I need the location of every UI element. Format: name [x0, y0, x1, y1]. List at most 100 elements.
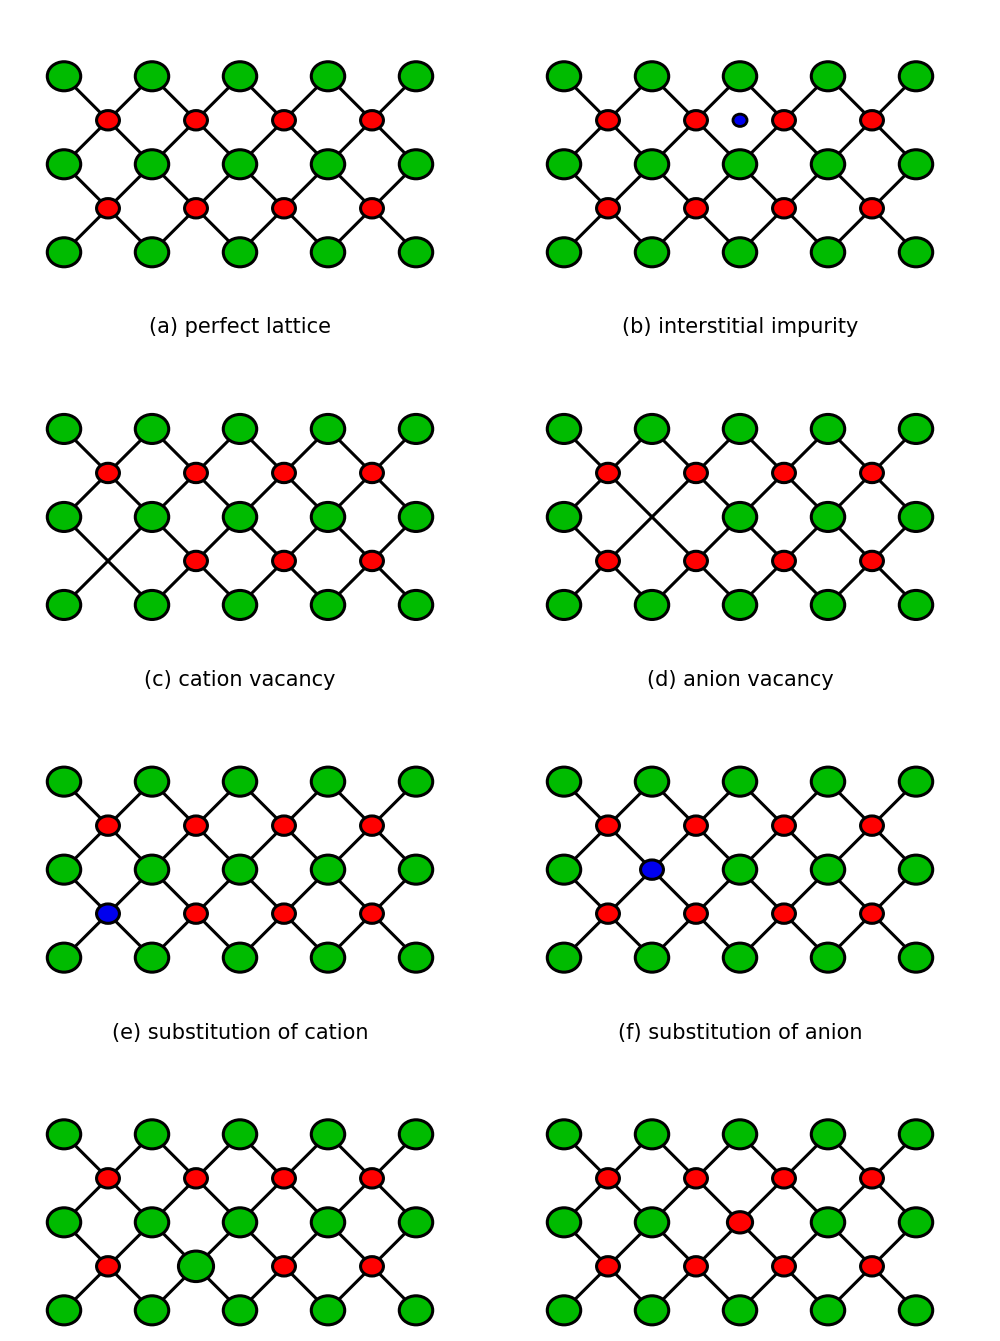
Ellipse shape	[635, 1295, 669, 1325]
Ellipse shape	[811, 943, 845, 972]
Ellipse shape	[223, 856, 257, 884]
Ellipse shape	[635, 62, 669, 91]
Ellipse shape	[547, 414, 581, 444]
Ellipse shape	[97, 110, 119, 130]
Ellipse shape	[311, 503, 345, 531]
Ellipse shape	[178, 1251, 214, 1282]
Ellipse shape	[547, 767, 581, 797]
Ellipse shape	[547, 590, 581, 620]
Ellipse shape	[135, 1208, 169, 1236]
Text: (b) interstitial impurity: (b) interstitial impurity	[622, 318, 858, 337]
Ellipse shape	[773, 1257, 795, 1277]
Ellipse shape	[685, 1257, 707, 1277]
Ellipse shape	[723, 62, 757, 91]
Ellipse shape	[47, 1120, 81, 1149]
Ellipse shape	[685, 1168, 707, 1188]
Ellipse shape	[135, 62, 169, 91]
Ellipse shape	[547, 943, 581, 972]
Ellipse shape	[47, 237, 81, 267]
Ellipse shape	[811, 1208, 845, 1236]
Ellipse shape	[223, 150, 257, 178]
Ellipse shape	[135, 237, 169, 267]
Text: (c) cation vacancy: (c) cation vacancy	[144, 670, 336, 689]
Ellipse shape	[723, 414, 757, 444]
Ellipse shape	[635, 943, 669, 972]
Ellipse shape	[47, 1295, 81, 1325]
Ellipse shape	[135, 856, 169, 884]
Ellipse shape	[399, 1208, 433, 1236]
Ellipse shape	[723, 590, 757, 620]
Ellipse shape	[399, 943, 433, 972]
Ellipse shape	[273, 198, 295, 219]
Ellipse shape	[135, 1295, 169, 1325]
Ellipse shape	[685, 551, 707, 571]
Ellipse shape	[811, 590, 845, 620]
Ellipse shape	[311, 414, 345, 444]
Ellipse shape	[399, 590, 433, 620]
Ellipse shape	[547, 150, 581, 178]
Ellipse shape	[135, 943, 169, 972]
Ellipse shape	[597, 551, 619, 571]
Ellipse shape	[773, 815, 795, 835]
Ellipse shape	[547, 1120, 581, 1149]
Ellipse shape	[135, 414, 169, 444]
Ellipse shape	[185, 198, 207, 219]
Ellipse shape	[547, 237, 581, 267]
Ellipse shape	[547, 1208, 581, 1236]
Text: (e) substitution of cation: (e) substitution of cation	[112, 1023, 368, 1042]
Ellipse shape	[273, 1168, 295, 1188]
Ellipse shape	[135, 590, 169, 620]
Ellipse shape	[361, 551, 383, 571]
Ellipse shape	[361, 110, 383, 130]
Ellipse shape	[685, 815, 707, 835]
Ellipse shape	[311, 767, 345, 797]
Ellipse shape	[635, 237, 669, 267]
Ellipse shape	[861, 198, 883, 219]
Ellipse shape	[185, 904, 207, 924]
Ellipse shape	[899, 856, 933, 884]
Ellipse shape	[635, 1120, 669, 1149]
Ellipse shape	[311, 1295, 345, 1325]
Ellipse shape	[311, 237, 345, 267]
Ellipse shape	[811, 62, 845, 91]
Ellipse shape	[185, 110, 207, 130]
Ellipse shape	[223, 590, 257, 620]
Ellipse shape	[861, 1168, 883, 1188]
Ellipse shape	[597, 110, 619, 130]
Ellipse shape	[273, 110, 295, 130]
Ellipse shape	[597, 463, 619, 483]
Ellipse shape	[811, 414, 845, 444]
Ellipse shape	[311, 943, 345, 972]
Ellipse shape	[311, 1208, 345, 1236]
Ellipse shape	[135, 767, 169, 797]
Ellipse shape	[811, 1120, 845, 1149]
Ellipse shape	[723, 503, 757, 531]
Ellipse shape	[861, 463, 883, 483]
Ellipse shape	[597, 1257, 619, 1277]
Ellipse shape	[399, 414, 433, 444]
Ellipse shape	[597, 904, 619, 924]
Ellipse shape	[723, 237, 757, 267]
Ellipse shape	[899, 590, 933, 620]
Ellipse shape	[899, 1208, 933, 1236]
Ellipse shape	[361, 198, 383, 219]
Ellipse shape	[273, 815, 295, 835]
Ellipse shape	[811, 856, 845, 884]
Ellipse shape	[899, 503, 933, 531]
Ellipse shape	[773, 551, 795, 571]
Ellipse shape	[97, 198, 119, 219]
Ellipse shape	[811, 503, 845, 531]
Ellipse shape	[47, 943, 81, 972]
Ellipse shape	[273, 1257, 295, 1277]
Ellipse shape	[185, 1168, 207, 1188]
Ellipse shape	[635, 767, 669, 797]
Ellipse shape	[861, 551, 883, 571]
Ellipse shape	[223, 1295, 257, 1325]
Ellipse shape	[311, 856, 345, 884]
Ellipse shape	[723, 150, 757, 178]
Ellipse shape	[223, 767, 257, 797]
Ellipse shape	[223, 62, 257, 91]
Ellipse shape	[399, 1120, 433, 1149]
Ellipse shape	[635, 414, 669, 444]
Ellipse shape	[727, 1212, 753, 1232]
